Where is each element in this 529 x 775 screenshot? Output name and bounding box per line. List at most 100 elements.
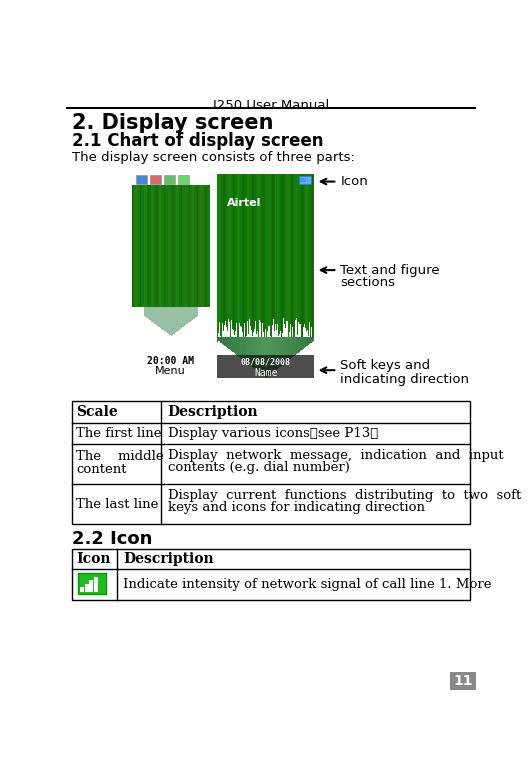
Text: sections: sections bbox=[341, 276, 396, 289]
Bar bbox=[302, 337, 303, 350]
Bar bbox=[217, 174, 218, 342]
Bar bbox=[296, 337, 297, 354]
Bar bbox=[244, 174, 245, 323]
Bar bbox=[160, 185, 161, 308]
Text: Description: Description bbox=[168, 405, 258, 418]
Text: Icon: Icon bbox=[76, 552, 111, 566]
Bar bbox=[244, 337, 245, 361]
Bar bbox=[309, 337, 310, 344]
Bar bbox=[306, 174, 307, 331]
Bar bbox=[249, 174, 250, 319]
Bar bbox=[312, 174, 313, 342]
Bar bbox=[139, 185, 140, 308]
Bar bbox=[243, 174, 244, 343]
Bar bbox=[143, 185, 144, 308]
Bar bbox=[288, 174, 289, 335]
Bar bbox=[238, 174, 239, 341]
Bar bbox=[230, 337, 231, 350]
Bar bbox=[296, 174, 297, 318]
Bar bbox=[177, 185, 178, 308]
Bar bbox=[178, 308, 179, 330]
Bar bbox=[163, 185, 164, 308]
Bar bbox=[193, 185, 194, 308]
Bar bbox=[151, 185, 152, 308]
Bar bbox=[165, 308, 166, 331]
Text: Name: Name bbox=[254, 368, 277, 378]
Bar bbox=[194, 185, 195, 308]
Bar bbox=[138, 185, 139, 308]
Bar bbox=[132, 185, 133, 308]
Text: Menu: Menu bbox=[156, 366, 186, 376]
Text: Icon: Icon bbox=[341, 175, 368, 188]
Bar bbox=[150, 308, 151, 320]
Bar bbox=[154, 308, 155, 324]
Bar bbox=[159, 308, 160, 327]
Bar bbox=[202, 185, 203, 308]
Bar bbox=[224, 337, 225, 346]
Text: keys and icons for indicating direction: keys and icons for indicating direction bbox=[168, 501, 425, 514]
Bar bbox=[142, 185, 143, 308]
Bar bbox=[247, 337, 248, 363]
Bar bbox=[305, 337, 306, 347]
Bar bbox=[298, 337, 299, 353]
Bar bbox=[262, 174, 263, 322]
Bar bbox=[273, 174, 274, 319]
Bar bbox=[287, 337, 288, 361]
Bar bbox=[253, 174, 254, 332]
Bar bbox=[222, 337, 223, 344]
Bar bbox=[204, 185, 205, 308]
Bar bbox=[158, 185, 159, 308]
Bar bbox=[232, 337, 233, 352]
Bar bbox=[179, 185, 180, 308]
Bar bbox=[191, 185, 193, 308]
Bar bbox=[156, 308, 157, 325]
Bar bbox=[173, 308, 174, 334]
Bar bbox=[89, 580, 93, 592]
Bar bbox=[240, 337, 241, 357]
Bar bbox=[196, 308, 197, 317]
Bar bbox=[279, 174, 280, 334]
Bar bbox=[450, 672, 476, 690]
Text: Airtel: Airtel bbox=[226, 198, 261, 208]
Bar bbox=[229, 174, 230, 322]
Text: The display screen consists of three parts:: The display screen consists of three par… bbox=[72, 151, 355, 164]
Bar bbox=[187, 308, 188, 324]
Bar bbox=[164, 174, 175, 184]
Bar bbox=[227, 337, 228, 348]
Bar bbox=[189, 185, 190, 308]
Bar bbox=[260, 337, 261, 374]
Bar bbox=[152, 185, 153, 308]
Bar bbox=[304, 337, 305, 348]
Text: Indicate intensity of network signal of call line 1. More: Indicate intensity of network signal of … bbox=[123, 577, 492, 591]
Bar bbox=[302, 174, 303, 339]
Bar bbox=[281, 174, 282, 322]
Bar bbox=[231, 174, 232, 320]
Bar bbox=[313, 174, 314, 339]
Text: indicating direction: indicating direction bbox=[341, 374, 469, 386]
Bar bbox=[250, 337, 251, 366]
Bar bbox=[168, 185, 169, 308]
Bar bbox=[207, 185, 208, 308]
Bar bbox=[149, 185, 150, 308]
Bar bbox=[303, 174, 304, 327]
Bar bbox=[208, 185, 209, 308]
Bar bbox=[307, 174, 308, 330]
Bar bbox=[257, 174, 258, 331]
Bar bbox=[144, 185, 145, 308]
Text: Display various icons（see P13）: Display various icons（see P13） bbox=[168, 427, 378, 440]
Bar bbox=[197, 185, 198, 308]
Bar bbox=[188, 185, 189, 308]
Bar bbox=[246, 174, 247, 336]
Bar bbox=[291, 174, 293, 334]
Text: content: content bbox=[76, 463, 127, 476]
Bar bbox=[195, 185, 196, 308]
Bar bbox=[219, 337, 220, 341]
Bar bbox=[273, 337, 274, 372]
Bar bbox=[278, 174, 279, 336]
Bar bbox=[150, 185, 151, 308]
Bar bbox=[269, 337, 270, 375]
Bar bbox=[274, 337, 275, 371]
Bar bbox=[280, 337, 281, 367]
Text: Display  current  functions  distributing  to  two  soft: Display current functions distributing t… bbox=[168, 489, 521, 501]
Bar bbox=[236, 174, 238, 337]
